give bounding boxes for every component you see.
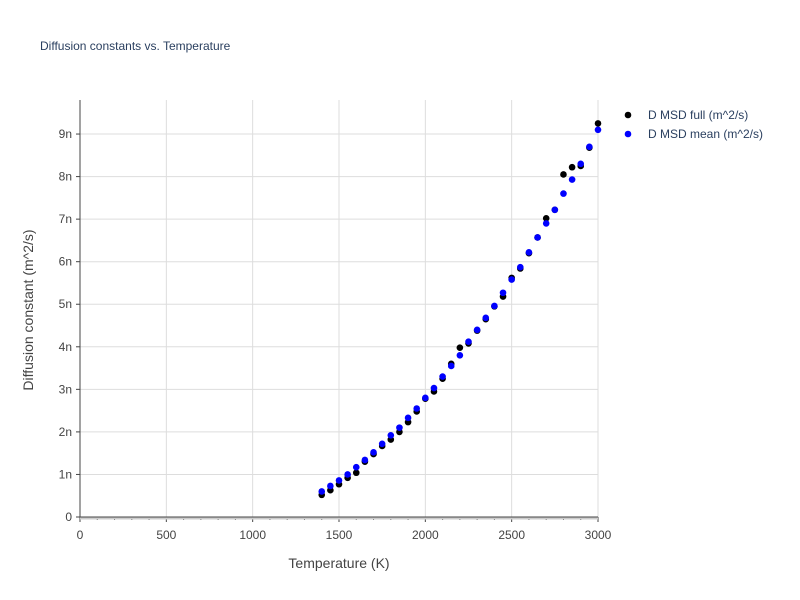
data-point-series-2 <box>482 314 490 322</box>
data-point-series-1 <box>560 171 567 178</box>
y-tick-label: 5n <box>59 297 72 311</box>
data-point-series-2 <box>447 362 455 370</box>
legend: D MSD full (m^2/s) D MSD mean (m^2/s) <box>624 108 763 141</box>
data-point-series-2 <box>387 432 395 439</box>
x-tick-label: 500 <box>156 528 176 542</box>
data-point-series-2 <box>335 477 343 484</box>
data-point-series-1 <box>542 214 550 222</box>
data-point-series-1 <box>568 163 576 171</box>
data-point-series-2 <box>551 206 559 214</box>
data-point-series-2 <box>430 384 438 392</box>
legend-label: D MSD mean (m^2/s) <box>648 127 763 141</box>
y-tick-label: 3n <box>59 382 72 396</box>
data-point-series-2 <box>594 126 602 134</box>
y-tick-label: 0 <box>65 510 72 524</box>
data-point-series-2 <box>318 488 326 495</box>
data-point-series-2 <box>508 276 515 283</box>
data-point-series-2 <box>534 234 541 241</box>
data-point-series-2 <box>344 471 351 478</box>
y-tick-label: 1n <box>59 467 72 481</box>
data-point-series-2 <box>404 414 412 422</box>
data-point-series-2 <box>568 176 576 183</box>
data-point-series-2 <box>327 482 334 490</box>
data-point-series-2 <box>465 338 472 345</box>
data-point-series-2 <box>560 190 567 197</box>
axes <box>76 100 599 522</box>
x-tick-label: 3000 <box>585 528 612 542</box>
data-point-series-2 <box>370 449 377 456</box>
y-tick-label: 2n <box>59 425 72 439</box>
data-point-series-2 <box>577 160 585 168</box>
data-point-series-2 <box>456 352 464 359</box>
data-point-series-2 <box>396 424 403 431</box>
x-axis-title: Temperature (K) <box>288 555 389 571</box>
legend-marker <box>624 130 632 138</box>
data-point-series-2 <box>413 405 421 412</box>
data-point-series-2 <box>542 220 550 227</box>
data-point-series-2 <box>525 249 533 256</box>
data-point-series-1 <box>594 120 602 127</box>
data-point-series-1 <box>456 344 464 351</box>
x-tick-label: 2000 <box>412 528 439 542</box>
data-point-series-2 <box>439 373 446 380</box>
y-tick-label: 8n <box>59 170 72 184</box>
data-point-series-2 <box>499 289 507 297</box>
y-axis-title: Diffusion constant (m^2/s) <box>20 229 36 390</box>
x-tick-label: 0 <box>77 528 84 542</box>
data-point-series-2 <box>352 463 360 471</box>
x-tick-label: 2500 <box>498 528 525 542</box>
data-point-series-2 <box>361 456 369 464</box>
y-tick-label: 9n <box>59 127 72 141</box>
y-tick-label: 7n <box>59 212 72 226</box>
x-tick-label: 1500 <box>326 528 353 542</box>
data-point-series-2 <box>491 302 498 310</box>
data-point-series-2 <box>378 440 386 448</box>
data-point-series-2 <box>586 143 593 151</box>
data-point-series-2 <box>517 263 524 271</box>
legend-marker <box>624 111 632 119</box>
data-point-series-2 <box>473 326 481 334</box>
y-tick-label: 6n <box>59 255 72 269</box>
data-point-series-1 <box>352 469 360 477</box>
y-tick-label: 4n <box>59 340 72 354</box>
chart-title: Diffusion constants vs. Temperature <box>40 39 231 53</box>
legend-label: D MSD full (m^2/s) <box>648 108 748 122</box>
data-points <box>318 120 602 499</box>
tick-labels: 0 500 1000 1500 2000 2500 3000 0 1n 2n 3n 4n 5n 6n 7n 8… <box>59 127 612 542</box>
x-tick-label: 1000 <box>239 528 266 542</box>
data-point-series-2 <box>422 394 429 402</box>
grid <box>80 100 599 517</box>
